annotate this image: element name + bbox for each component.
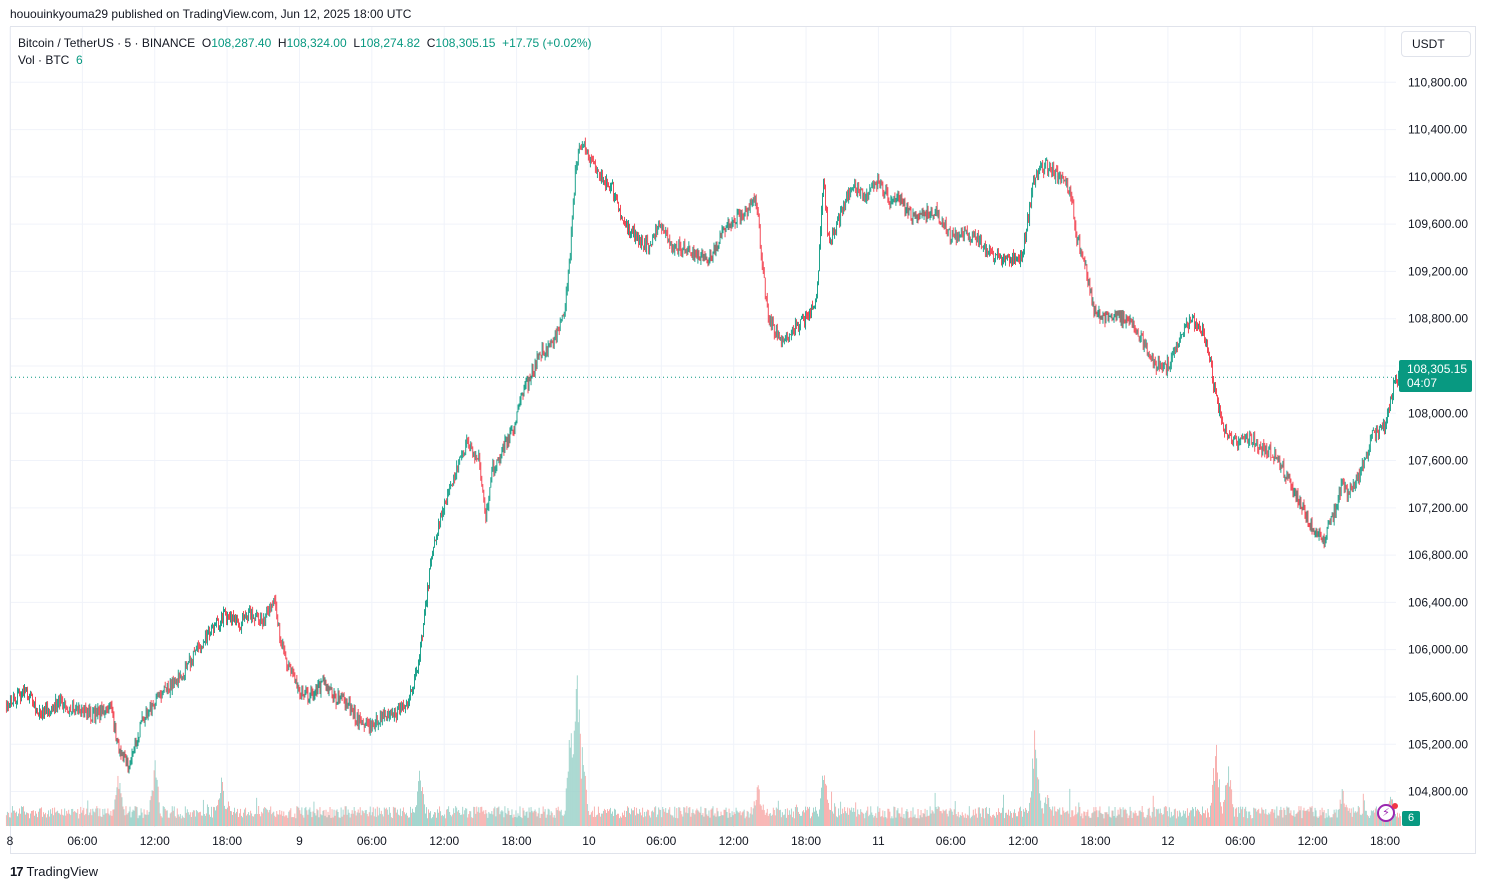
price-tick-label: 106,400.00 — [1408, 595, 1468, 609]
price-tick-label: 108,800.00 — [1408, 312, 1468, 326]
legend-open-key: O — [201, 36, 212, 50]
price-axis: 104,800.00 105,200.00 105,600.00 106,000.00… — [1408, 75, 1468, 798]
legend-close-key: C — [426, 36, 436, 50]
time-tick-label: 06:00 — [936, 834, 966, 848]
legend-high-value: 108,324.00 — [286, 36, 347, 50]
tradingview-logo-text: TradingView — [26, 864, 99, 879]
time-tick-label: 12:00 — [429, 834, 459, 848]
tradingview-logo-mark: 17 — [10, 864, 24, 879]
time-tick-label: 12:00 — [719, 834, 749, 848]
legend-volume-value: 6 — [76, 53, 83, 67]
time-tick-label: 06:00 — [67, 834, 97, 848]
price-tick-label: 110,800.00 — [1408, 75, 1467, 89]
price-tick-label: 107,200.00 — [1408, 501, 1468, 515]
price-tick-label: 109,200.00 — [1408, 264, 1468, 278]
price-tick-label: 108,000.00 — [1408, 406, 1468, 420]
time-tick-label: 9 — [296, 834, 303, 848]
chart-legend: Bitcoin / TetherUS · 5 · BINANCE O108,28… — [18, 35, 592, 69]
legend-open-value: 108,287.40 — [211, 36, 272, 50]
price-tick-label: 106,800.00 — [1408, 548, 1468, 562]
legend-change: +17.75 (+0.02%) — [502, 36, 592, 50]
legend-volume-key[interactable]: Vol · BTC — [18, 53, 70, 67]
time-tick-label: 12 — [1161, 834, 1175, 848]
time-tick-label: 8 — [7, 834, 14, 848]
time-tick-label: 10 — [582, 834, 596, 848]
tradingview-logo[interactable]: 17 TradingView — [10, 864, 98, 879]
currency-button[interactable]: USDT — [1401, 31, 1471, 57]
time-tick-label: 12:00 — [1008, 834, 1038, 848]
time-axis: 8 06:00 12:00 18:00 9 06:00 12:00 18:00 10 06:00 1… — [7, 834, 1401, 848]
legend-symbol[interactable]: Bitcoin / TetherUS · 5 · BINANCE — [18, 36, 196, 50]
legend-low-value: 108,274.82 — [360, 36, 421, 50]
notification-dot — [1392, 803, 1398, 809]
lightning-icon[interactable]: ⚡ — [1377, 804, 1395, 822]
volume-bars — [5, 675, 1401, 826]
time-tick-label: 18:00 — [502, 834, 532, 848]
time-tick-label: 11 — [872, 834, 885, 848]
time-tick-label: 06:00 — [1225, 834, 1255, 848]
price-tick-label: 105,200.00 — [1408, 737, 1468, 751]
grid-lines — [9, 27, 1396, 827]
candles — [5, 137, 1401, 774]
price-tick-label: 110,000.00 — [1408, 170, 1467, 184]
price-tick-label: 107,600.00 — [1408, 454, 1468, 468]
publisher-caption: hououinkyouma29 published on TradingView… — [10, 7, 412, 21]
time-tick-label: 12:00 — [1298, 834, 1328, 848]
legend-high-key: H — [277, 36, 287, 50]
legend-volume-row: Vol · BTC 6 — [18, 52, 592, 69]
time-tick-label: 12:00 — [140, 834, 170, 848]
legend-close-value: 108,305.15 — [435, 36, 496, 50]
time-tick-label: 06:00 — [646, 834, 676, 848]
time-tick-label: 18:00 — [791, 834, 821, 848]
volume-value-label: 6 — [1402, 811, 1420, 826]
price-tick-label: 106,000.00 — [1408, 643, 1468, 657]
legend-ohlc-row: Bitcoin / TetherUS · 5 · BINANCE O108,28… — [18, 35, 592, 52]
time-tick-label: 18:00 — [212, 834, 242, 848]
price-tick-label: 104,800.00 — [1408, 785, 1468, 799]
time-tick-label: 18:00 — [1370, 834, 1400, 848]
time-tick-label: 18:00 — [1081, 834, 1111, 848]
legend-low-key: L — [353, 36, 361, 50]
last-price-label: 108,305.15 04:07 — [1399, 360, 1472, 392]
bar-countdown: 04:07 — [1407, 376, 1438, 390]
price-tick-label: 109,600.00 — [1408, 217, 1468, 231]
price-tick-label: 105,600.00 — [1408, 690, 1468, 704]
price-tick-label: 110,400.00 — [1408, 123, 1467, 137]
last-price-value: 108,305.15 — [1407, 362, 1468, 376]
time-tick-label: 06:00 — [357, 834, 387, 848]
